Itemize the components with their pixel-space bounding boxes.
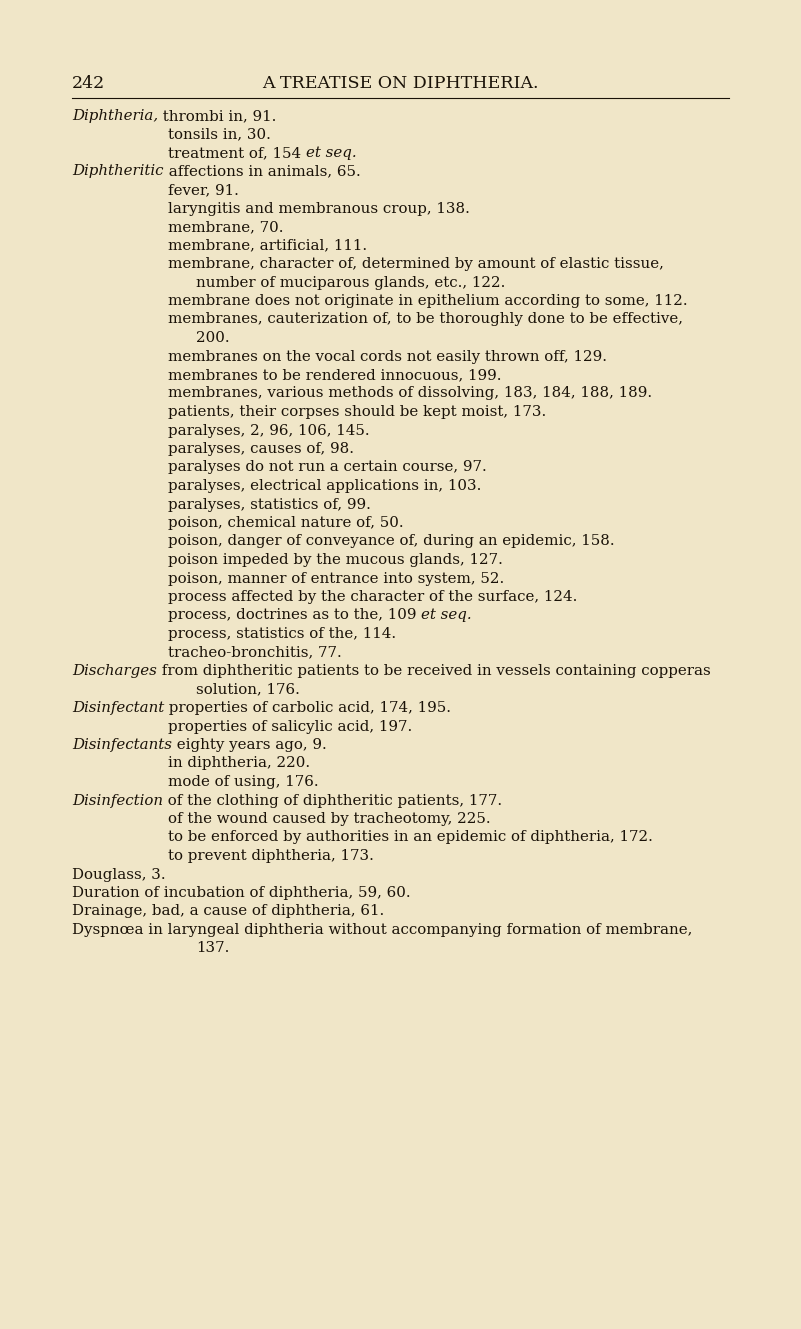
Text: properties of carbolic acid, 174, 195.: properties of carbolic acid, 174, 195. [164, 700, 451, 715]
Text: membranes, various methods of dissolving, 183, 184, 188, 189.: membranes, various methods of dissolving… [168, 387, 652, 400]
Text: affections in animals, 65.: affections in animals, 65. [163, 165, 360, 178]
Text: to be enforced by authorities in an epidemic of diphtheria, 172.: to be enforced by authorities in an epid… [168, 831, 653, 844]
Text: paralyses, causes of, 98.: paralyses, causes of, 98. [168, 443, 354, 456]
Text: et seq.: et seq. [421, 609, 472, 622]
Text: poison impeded by the mucous glands, 127.: poison impeded by the mucous glands, 127… [168, 553, 503, 567]
Text: fever, 91.: fever, 91. [168, 183, 239, 197]
Text: paralyses, statistics of, 99.: paralyses, statistics of, 99. [168, 497, 371, 512]
Text: number of muciparous glands, etc., 122.: number of muciparous glands, etc., 122. [196, 275, 505, 290]
Text: poison, chemical nature of, 50.: poison, chemical nature of, 50. [168, 516, 404, 530]
Text: 242: 242 [72, 74, 105, 92]
Text: Dyspnœa in laryngeal diphtheria without accompanying formation of membrane,: Dyspnœa in laryngeal diphtheria without … [72, 924, 692, 937]
Text: membrane does not originate in epithelium according to some, 112.: membrane does not originate in epitheliu… [168, 294, 687, 308]
Text: membranes, cauterization of, to be thoroughly done to be effective,: membranes, cauterization of, to be thoro… [168, 312, 683, 327]
Text: process, doctrines as to the, 109: process, doctrines as to the, 109 [168, 609, 421, 622]
Text: tonsils in, 30.: tonsils in, 30. [168, 128, 271, 141]
Text: in diphtheria, 220.: in diphtheria, 220. [168, 756, 310, 771]
Text: properties of salicylic acid, 197.: properties of salicylic acid, 197. [168, 719, 413, 734]
Text: A TREATISE ON DIPHTHERIA.: A TREATISE ON DIPHTHERIA. [262, 74, 539, 92]
Text: membranes to be rendered innocuous, 199.: membranes to be rendered innocuous, 199. [168, 368, 501, 381]
Text: process affected by the character of the surface, 124.: process affected by the character of the… [168, 590, 578, 603]
Text: paralyses, 2, 96, 106, 145.: paralyses, 2, 96, 106, 145. [168, 424, 369, 437]
Text: Duration of incubation of diphtheria, 59, 60.: Duration of incubation of diphtheria, 59… [72, 886, 411, 900]
Text: patients, their corpses should be kept moist, 173.: patients, their corpses should be kept m… [168, 405, 546, 419]
Text: Diphtheria,: Diphtheria, [72, 109, 158, 124]
Text: eighty years ago, 9.: eighty years ago, 9. [172, 738, 327, 752]
Text: thrombi in, 91.: thrombi in, 91. [158, 109, 276, 124]
Text: Disinfection: Disinfection [72, 793, 163, 808]
Text: Drainage, bad, a cause of diphtheria, 61.: Drainage, bad, a cause of diphtheria, 61… [72, 905, 384, 918]
Text: Disinfectants: Disinfectants [72, 738, 172, 752]
Text: process, statistics of the, 114.: process, statistics of the, 114. [168, 627, 396, 641]
Text: solution, 176.: solution, 176. [196, 683, 300, 696]
Text: mode of using, 176.: mode of using, 176. [168, 775, 319, 789]
Text: poison, manner of entrance into system, 52.: poison, manner of entrance into system, … [168, 571, 505, 586]
Text: from diphtheritic patients to be received in vessels containing copperas: from diphtheritic patients to be receive… [157, 664, 710, 678]
Text: Discharges: Discharges [72, 664, 157, 678]
Text: paralyses do not run a certain course, 97.: paralyses do not run a certain course, 9… [168, 461, 487, 474]
Text: membrane, character of, determined by amount of elastic tissue,: membrane, character of, determined by am… [168, 256, 664, 271]
Text: 200.: 200. [196, 331, 230, 346]
Text: membrane, artificial, 111.: membrane, artificial, 111. [168, 238, 367, 253]
Text: poison, danger of conveyance of, during an epidemic, 158.: poison, danger of conveyance of, during … [168, 534, 614, 549]
Text: of the clothing of diphtheritic patients, 177.: of the clothing of diphtheritic patients… [163, 793, 502, 808]
Text: paralyses, electrical applications in, 103.: paralyses, electrical applications in, 1… [168, 478, 481, 493]
Text: et seq.: et seq. [306, 146, 356, 159]
Text: laryngitis and membranous croup, 138.: laryngitis and membranous croup, 138. [168, 202, 470, 215]
Text: membrane, 70.: membrane, 70. [168, 221, 284, 234]
Text: to prevent diphtheria, 173.: to prevent diphtheria, 173. [168, 849, 374, 863]
Text: membranes on the vocal cords not easily thrown off, 129.: membranes on the vocal cords not easily … [168, 350, 607, 364]
Text: Diphtheritic: Diphtheritic [72, 165, 163, 178]
Text: treatment of, 154: treatment of, 154 [168, 146, 306, 159]
Text: tracheo-bronchitis, 77.: tracheo-bronchitis, 77. [168, 646, 342, 659]
Text: of the wound caused by tracheotomy, 225.: of the wound caused by tracheotomy, 225. [168, 812, 491, 827]
Text: 137.: 137. [196, 941, 229, 956]
Text: Disinfectant: Disinfectant [72, 700, 164, 715]
Text: Douglass, 3.: Douglass, 3. [72, 868, 166, 881]
